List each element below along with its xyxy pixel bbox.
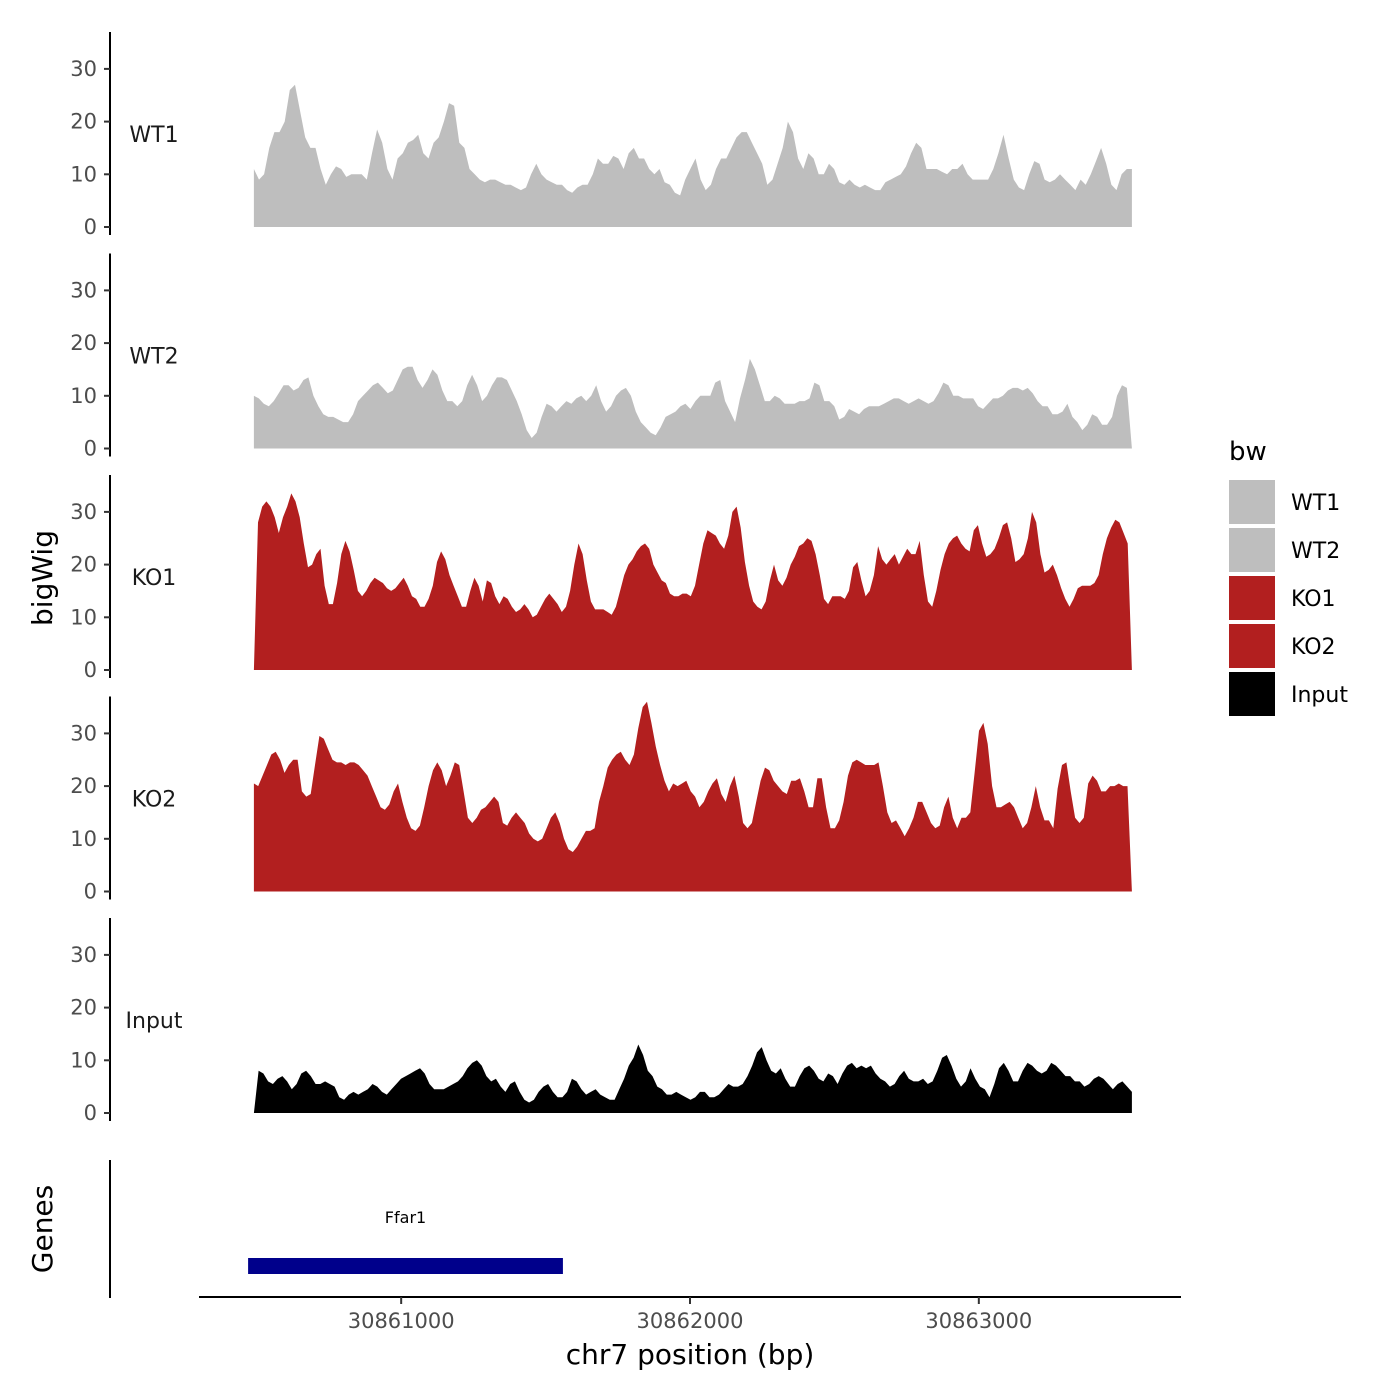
legend-label-ko2: KO2 [1291,635,1336,660]
x-tick-label: 30863000 [925,1309,1032,1333]
genes-axis-title: Genes [26,1185,59,1273]
legend-label-wt1: WT1 [1291,491,1340,516]
track-label-input: Input [126,1009,183,1034]
track-ko2: 0 10 20 30 KO2 [70,696,1132,904]
y-tick-label-wt2: 10 [70,384,97,408]
area-input [253,1044,1132,1113]
track-label-wt2: WT2 [129,345,178,370]
legend: bw WT1 WT2 KO1 KO2 Input [1229,437,1348,716]
y-axis-title: bigWig [26,530,59,626]
area-wt1 [253,84,1132,227]
x-axis: chr7 position (bp) 30861000 30862000 30863… [199,1296,1181,1371]
track-input: 0 10 20 30 Input [70,918,1132,1125]
legend-swatch-wt2 [1229,528,1275,572]
y-tick-label-wt2: 30 [70,278,97,302]
y-tick-label-input: 30 [70,943,97,967]
legend-label-input: Input [1291,683,1348,708]
track-wt1: 0 10 20 30 WT1 [70,32,1132,239]
y-tick-label-ko1: 30 [70,500,97,524]
x-axis-title: chr7 position (bp) [566,1338,815,1371]
y-tick-label-wt1: 0 [84,215,97,239]
gene-label-ffar1: Ffar1 [385,1208,426,1227]
track-label-ko2: KO2 [132,788,177,813]
y-tick-label-wt2: 0 [84,437,97,461]
legend-swatch-ko2 [1229,624,1275,668]
genes-panel: Genes Ffar1 [26,1160,563,1298]
signal-tracks: 0 10 20 30 WT1 0 10 20 30 WT2 0 10 20 30 KO1 0 10 20 30 KO2… [70,32,1132,1125]
track-label-wt1: WT1 [129,123,178,148]
y-tick-label-wt1: 20 [70,110,97,134]
y-tick-label-wt2: 20 [70,331,97,355]
legend-title: bw [1229,437,1267,467]
y-tick-label-input: 0 [84,1101,97,1125]
x-tick-label: 30862000 [637,1309,744,1333]
y-tick-label-ko2: 0 [84,880,97,904]
legend-swatch-wt1 [1229,480,1275,524]
y-tick-label-ko2: 10 [70,827,97,851]
legend-swatch-input [1229,672,1275,716]
area-wt2 [253,358,1132,449]
track-ko1: 0 10 20 30 KO1 [70,475,1132,682]
legend-label-ko1: KO1 [1291,587,1336,612]
y-tick-label-ko2: 30 [70,721,97,745]
y-tick-label-input: 10 [70,1048,97,1072]
track-label-ko1: KO1 [132,566,177,591]
gene-ffar1 [248,1258,563,1274]
y-tick-label-input: 20 [70,996,97,1020]
area-ko2 [253,701,1132,892]
y-tick-label-ko1: 0 [84,658,97,682]
legend-label-wt2: WT2 [1291,539,1340,564]
x-tick-label: 30861000 [348,1309,455,1333]
track-wt2: 0 10 20 30 WT2 [70,253,1132,461]
legend-swatch-ko1 [1229,576,1275,620]
y-tick-label-ko2: 20 [70,774,97,798]
y-tick-label-wt1: 10 [70,162,97,186]
y-tick-label-ko1: 20 [70,553,97,577]
area-ko1 [253,493,1132,670]
y-tick-label-wt1: 30 [70,57,97,81]
y-tick-label-ko1: 10 [70,605,97,629]
